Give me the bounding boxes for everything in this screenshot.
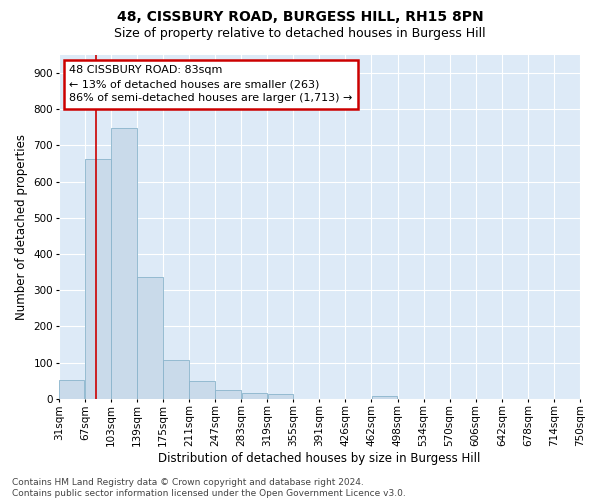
Bar bbox=[215, 390, 241, 399]
Bar bbox=[137, 277, 163, 399]
Bar bbox=[111, 128, 137, 399]
Text: 48, CISSBURY ROAD, BURGESS HILL, RH15 8PN: 48, CISSBURY ROAD, BURGESS HILL, RH15 8P… bbox=[116, 10, 484, 24]
X-axis label: Distribution of detached houses by size in Burgess Hill: Distribution of detached houses by size … bbox=[158, 452, 481, 465]
Y-axis label: Number of detached properties: Number of detached properties bbox=[15, 134, 28, 320]
Text: Size of property relative to detached houses in Burgess Hill: Size of property relative to detached ho… bbox=[114, 28, 486, 40]
Bar bbox=[85, 159, 110, 399]
Bar bbox=[242, 393, 267, 399]
Bar bbox=[268, 394, 293, 399]
Bar bbox=[190, 380, 215, 399]
Text: Contains HM Land Registry data © Crown copyright and database right 2024.
Contai: Contains HM Land Registry data © Crown c… bbox=[12, 478, 406, 498]
Text: 48 CISSBURY ROAD: 83sqm
← 13% of detached houses are smaller (263)
86% of semi-d: 48 CISSBURY ROAD: 83sqm ← 13% of detache… bbox=[69, 66, 353, 104]
Bar bbox=[59, 380, 85, 399]
Bar bbox=[163, 360, 188, 399]
Bar bbox=[372, 396, 397, 399]
